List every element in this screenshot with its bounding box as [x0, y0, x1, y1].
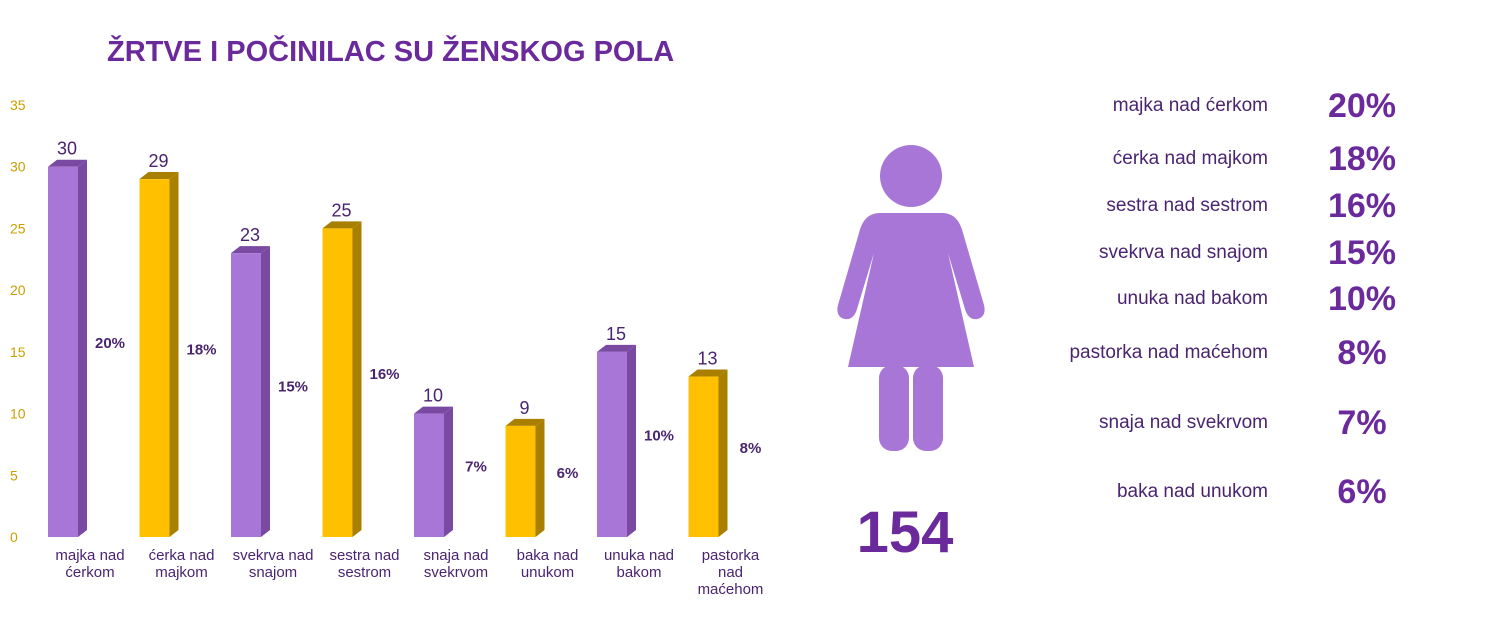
- bar-percent-label: 6%: [557, 465, 579, 482]
- bar-top: [231, 246, 270, 254]
- bar-top: [48, 159, 87, 167]
- bar-side: [627, 344, 636, 537]
- legend-label: snaja nad svekrvom: [1099, 412, 1268, 433]
- x-tick-label: unukom: [521, 564, 574, 581]
- bar-top: [597, 344, 636, 352]
- legend-percent: 20%: [1327, 87, 1397, 125]
- woman-icon: [837, 145, 985, 451]
- bar-percent-label: 16%: [369, 366, 399, 383]
- bar-value-label: 29: [148, 151, 168, 171]
- legend-percent: 6%: [1337, 473, 1387, 511]
- bar: [414, 413, 444, 537]
- x-tick-label: svekrva nad: [233, 547, 314, 564]
- legend-percent: 18%: [1327, 140, 1397, 178]
- legend-percent: 8%: [1337, 334, 1387, 372]
- x-tick-label: majka nad: [55, 547, 124, 564]
- y-tick-label: 0: [10, 529, 18, 545]
- bar-side: [169, 172, 179, 538]
- y-tick-label: 25: [10, 220, 26, 236]
- bar-top: [688, 369, 728, 377]
- bar-value-label: 13: [697, 349, 717, 369]
- x-tick-label: sestrom: [338, 564, 391, 581]
- bar: [322, 228, 353, 537]
- bar-value-label: 15: [606, 324, 626, 344]
- legend-label: svekrva nad snajom: [1099, 242, 1268, 263]
- y-tick-label: 15: [10, 344, 26, 360]
- x-tick-label: snajom: [249, 564, 297, 581]
- legend-label: pastorka nad maćehom: [1069, 342, 1268, 363]
- bar-value-label: 9: [519, 398, 529, 418]
- bar-top: [505, 418, 545, 426]
- x-tick-label: snaja nad: [423, 547, 488, 564]
- x-tick-label: baka nad: [517, 547, 579, 564]
- x-tick-label: unuka nad: [604, 547, 674, 564]
- x-tick-label: maćehom: [698, 581, 764, 598]
- total-count: 154: [856, 500, 954, 565]
- x-tick-label: ćerkom: [65, 564, 114, 581]
- bar: [505, 425, 536, 537]
- x-tick-label: nad: [718, 564, 743, 581]
- x-tick-label: ćerka nad: [149, 547, 215, 564]
- chart-title: ŽRTVE I POČINILAC SU ŽENSKOG POLA: [107, 36, 675, 68]
- bar-top: [139, 172, 179, 180]
- y-tick-label: 5: [10, 467, 18, 483]
- bar-top: [414, 406, 453, 414]
- bar: [139, 179, 170, 538]
- bar-percent-label: 7%: [465, 459, 487, 476]
- legend-percent: 7%: [1337, 404, 1387, 442]
- bar: [597, 351, 627, 537]
- legend-percent: 16%: [1327, 187, 1397, 225]
- bar-value-label: 30: [57, 139, 77, 159]
- bar-side: [718, 369, 728, 537]
- bar-top: [322, 221, 362, 229]
- x-tick-label: majkom: [155, 564, 208, 581]
- bar: [688, 376, 719, 537]
- y-tick-label: 35: [10, 97, 26, 113]
- bar-percent-label: 8%: [740, 440, 762, 457]
- bar-side: [261, 246, 270, 537]
- y-tick-label: 30: [10, 159, 26, 175]
- x-tick-label: bakom: [616, 564, 661, 581]
- bar: [231, 253, 261, 537]
- bar-percent-label: 15%: [278, 378, 308, 395]
- legend-label: ćerka nad majkom: [1112, 148, 1268, 169]
- bar: [48, 166, 78, 537]
- legend-percent: 15%: [1327, 234, 1397, 272]
- bar-side: [444, 406, 453, 537]
- y-tick-label: 20: [10, 282, 26, 298]
- bar-value-label: 10: [423, 386, 443, 406]
- bar-percent-label: 18%: [186, 341, 216, 358]
- x-tick-label: pastorka: [702, 547, 760, 564]
- bar-side: [78, 159, 87, 537]
- bar-side: [352, 221, 362, 537]
- legend-percent: 10%: [1327, 280, 1397, 318]
- bar-value-label: 25: [331, 200, 351, 220]
- legend-label: unuka nad bakom: [1116, 288, 1268, 309]
- legend-label: majka nad ćerkom: [1112, 95, 1268, 116]
- x-tick-label: svekrvom: [424, 564, 488, 581]
- legend-label: sestra nad sestrom: [1106, 195, 1268, 216]
- bar-percent-label: 20%: [95, 335, 125, 352]
- bar-percent-label: 10%: [644, 428, 674, 445]
- x-tick-label: sestra nad: [329, 547, 399, 564]
- bar-value-label: 23: [240, 225, 260, 245]
- bar-side: [535, 418, 545, 537]
- legend-label: baka nad unukom: [1116, 481, 1268, 502]
- y-tick-label: 10: [10, 406, 26, 422]
